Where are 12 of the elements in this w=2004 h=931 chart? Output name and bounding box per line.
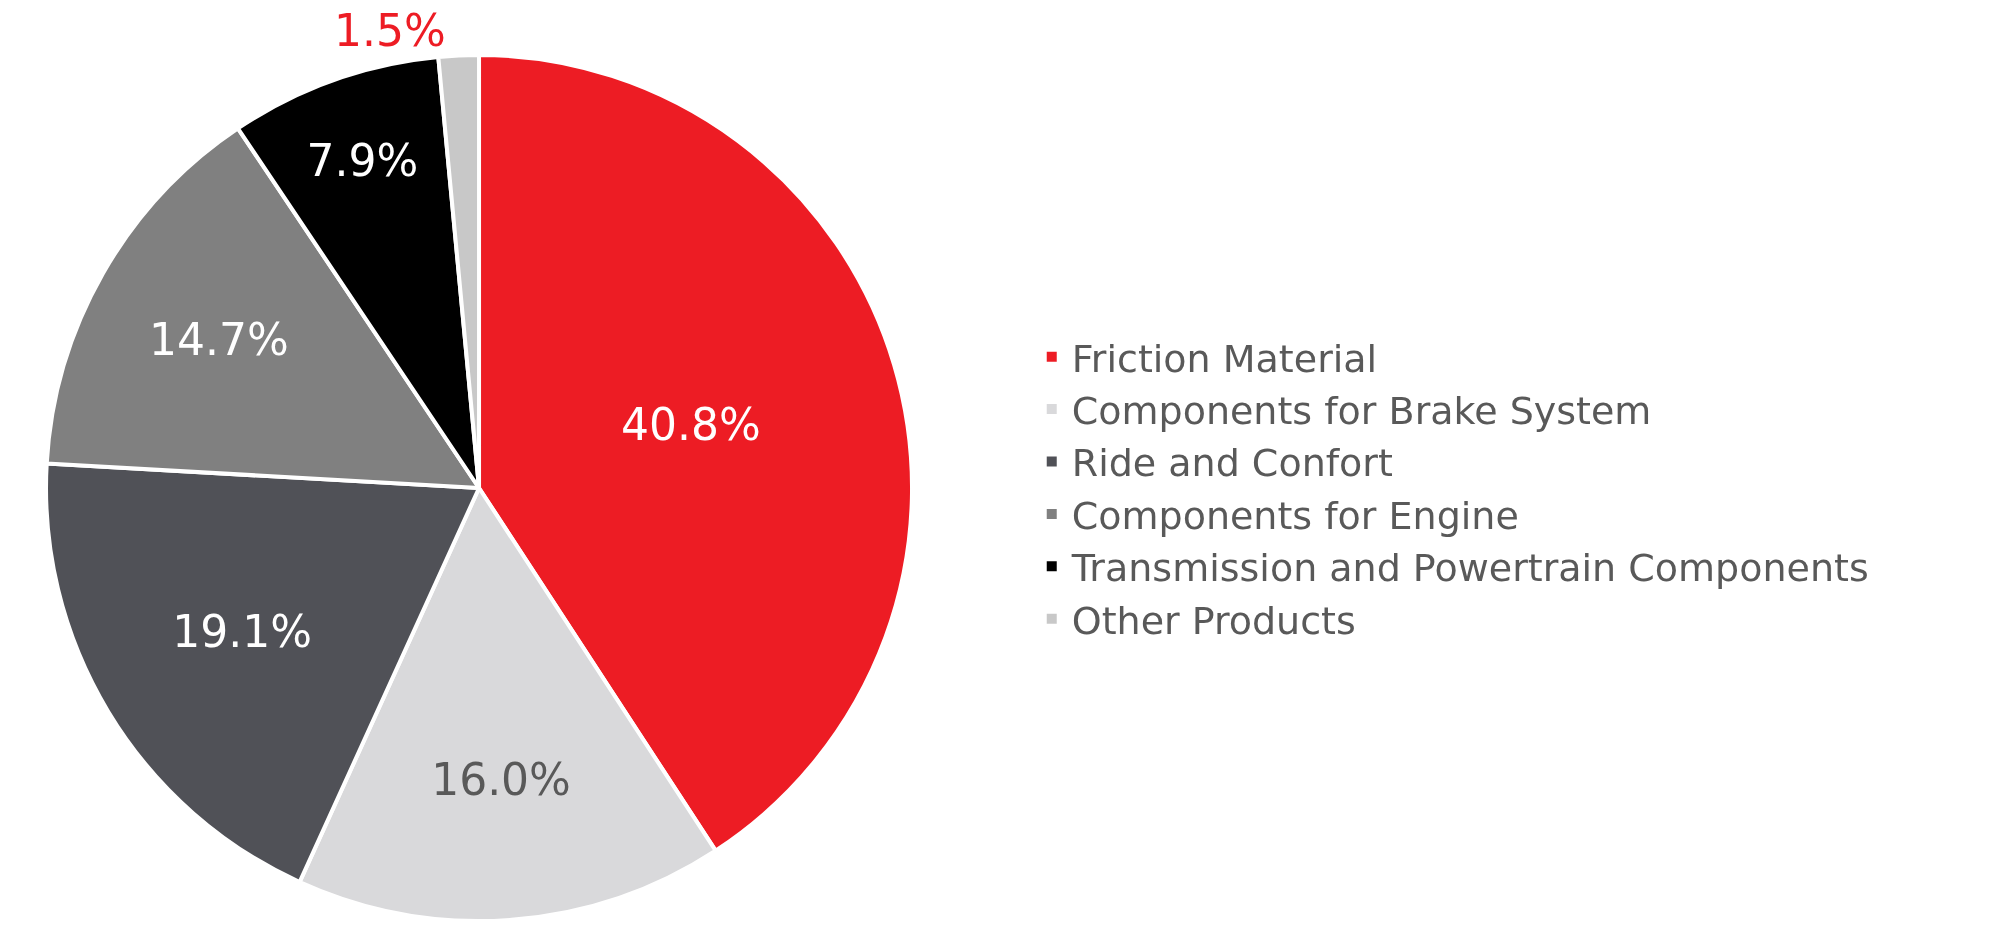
legend-label: Ride and Confort	[1071, 441, 1393, 486]
data-label: 40.8%	[621, 399, 761, 451]
data-label: 7.9%	[306, 135, 419, 187]
legend-label: Other Products	[1071, 598, 1356, 643]
legend-label: Components for Engine	[1071, 493, 1519, 538]
data-label: 1.5%	[334, 4, 446, 56]
data-label: 14.7%	[148, 314, 289, 366]
data-label: 19.1%	[172, 605, 313, 657]
legend-label: Components for Brake System	[1071, 388, 1652, 433]
legend-label: Transmission and Powertrain Components	[1070, 546, 1869, 591]
legend-label: Friction Material	[1071, 336, 1378, 381]
data-label: 16.0%	[431, 753, 571, 805]
